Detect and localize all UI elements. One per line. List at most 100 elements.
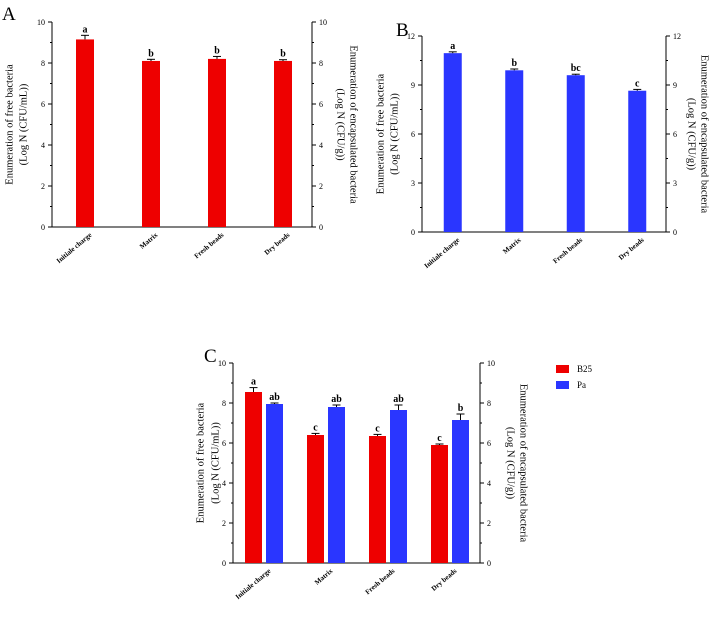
y-tick-label-left: 2 — [41, 182, 45, 191]
y-axis-title-left: Enumeration of free bacteria — [375, 73, 386, 194]
y-tick-label-right: 0 — [673, 228, 677, 237]
significance-label: ab — [269, 392, 280, 403]
bar — [328, 407, 345, 563]
y-tick-label-right: 3 — [673, 179, 677, 188]
y-tick-label-right: 0 — [319, 223, 323, 232]
significance-label: b — [511, 58, 517, 69]
x-tick-label: Fresh beads — [364, 567, 397, 596]
y-axis-title-right: (Log N (CFU/g)) — [505, 427, 516, 500]
bar — [274, 60, 292, 228]
y-tick-label-right: 8 — [319, 59, 323, 68]
bar — [566, 75, 585, 232]
bar — [443, 53, 462, 233]
x-tick-label: Fresh beads — [552, 236, 585, 265]
y-tick-label-left: 6 — [41, 100, 45, 109]
panel-label: C — [204, 346, 217, 367]
y-axis-title-left: (Log N (CFU/mL)) — [210, 422, 221, 504]
chart-panel-c: C 0 0 2 2 4 4 6 6 8 8 10 10 Enumeration of free bacte… — [195, 346, 592, 601]
y-tick-label-left: 3 — [411, 179, 415, 188]
bar — [390, 410, 407, 563]
y-tick-label-right: 6 — [487, 439, 491, 448]
y-tick-label-left: 4 — [222, 479, 226, 488]
y-tick-label-left: 8 — [41, 59, 45, 68]
panel-label: A — [2, 4, 16, 25]
significance-label: b — [214, 45, 220, 56]
x-tick-label: Matrix — [313, 567, 335, 587]
y-tick-label-left: 9 — [411, 81, 415, 90]
y-tick-label-right: 9 — [673, 81, 677, 90]
y-axis-title-right: Enumeration of encapsulated bacteria — [699, 55, 710, 214]
bar — [307, 435, 324, 563]
legend-swatch — [556, 381, 569, 389]
y-tick-label-right: 4 — [487, 479, 491, 488]
bar — [266, 404, 283, 563]
y-tick-label-right: 2 — [319, 182, 323, 191]
y-tick-label-right: 8 — [487, 399, 491, 408]
y-tick-label-right: 6 — [673, 130, 677, 139]
significance-label: a — [83, 24, 88, 35]
significance-label: bc — [571, 63, 582, 74]
y-tick-label-right: 2 — [487, 519, 491, 528]
chart-panel-b: B 0 0 3 3 6 6 9 9 12 12 Enumeration of free bacteri… — [375, 20, 709, 270]
y-tick-label-left: 8 — [222, 399, 226, 408]
y-tick-label-right: 6 — [319, 100, 323, 109]
legend: B25 Pa — [556, 364, 593, 390]
y-tick-label-right: 12 — [673, 32, 681, 41]
significance-label: b — [458, 403, 464, 414]
chart-panel-a: A 0 0 2 2 4 4 6 6 8 8 10 10 Enumeration of free bacte… — [2, 4, 359, 265]
y-axis-title-right: (Log N (CFU/g)) — [335, 88, 346, 161]
legend-swatch — [556, 365, 569, 373]
x-tick-label: Initiale charge — [423, 236, 461, 270]
significance-label: ab — [331, 394, 342, 405]
bar — [76, 39, 94, 227]
bar — [142, 60, 160, 228]
y-tick-label-left: 6 — [411, 130, 415, 139]
x-tick-label: Matrix — [501, 236, 523, 256]
y-tick-label-right: 0 — [487, 559, 491, 568]
legend-label: B25 — [577, 364, 593, 374]
y-tick-label-right: 10 — [487, 359, 495, 368]
significance-label: c — [635, 78, 640, 89]
bar — [431, 445, 448, 563]
significance-label: b — [280, 49, 286, 60]
y-axis-title-left: (Log N (CFU/mL)) — [18, 83, 29, 165]
panel-label: B — [396, 20, 409, 41]
bar — [245, 392, 262, 563]
y-tick-label-left: 0 — [411, 228, 415, 237]
x-tick-label: Fresh beads — [193, 231, 226, 260]
y-tick-label-left: 0 — [41, 223, 45, 232]
y-tick-label-left: 10 — [218, 359, 226, 368]
y-tick-label-left: 4 — [41, 141, 45, 150]
y-tick-label-left: 6 — [222, 439, 226, 448]
bar — [628, 90, 647, 232]
bar — [208, 58, 226, 228]
bar — [452, 420, 469, 563]
significance-label: c — [375, 423, 380, 434]
significance-label: a — [251, 377, 256, 388]
bar — [505, 70, 524, 232]
x-tick-label: Initiale charge — [55, 231, 93, 265]
x-tick-label: Dry beads — [263, 231, 292, 257]
significance-label: b — [148, 48, 154, 59]
y-axis-title-right: (Log N (CFU/g)) — [686, 98, 697, 171]
y-axis-title-right: Enumeration of encapsulated bacteria — [348, 45, 359, 204]
y-tick-label-left: 12 — [407, 32, 415, 41]
y-axis-title-left: Enumeration of free bacteria — [4, 64, 15, 185]
x-tick-label: Dry beads — [617, 236, 646, 262]
y-tick-label-left: 0 — [222, 559, 226, 568]
significance-label: c — [313, 422, 318, 433]
y-axis-title-right: Enumeration of encapsulated bacteria — [518, 384, 529, 543]
significance-label: ab — [393, 394, 404, 405]
significance-label: c — [437, 433, 442, 444]
x-tick-label: Dry beads — [430, 567, 459, 593]
y-axis-title-left: (Log N (CFU/mL)) — [389, 93, 400, 175]
legend-label: Pa — [577, 380, 586, 390]
y-tick-label-right: 10 — [319, 18, 327, 27]
x-tick-label: Initiale charge — [234, 567, 272, 601]
y-axis-title-left: Enumeration of free bacteria — [195, 402, 206, 523]
y-tick-label-left: 2 — [222, 519, 226, 528]
y-tick-label-left: 10 — [37, 18, 45, 27]
x-tick-label: Matrix — [138, 231, 160, 251]
y-tick-label-right: 4 — [319, 141, 323, 150]
